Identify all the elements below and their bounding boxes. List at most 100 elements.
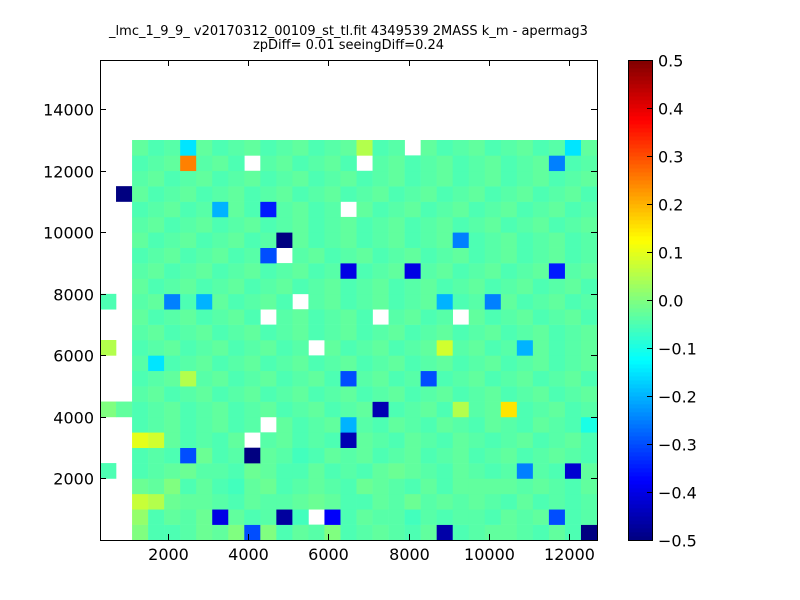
heatmap-cell (164, 293, 181, 310)
heatmap-cell (276, 201, 293, 218)
heatmap-cell (228, 370, 245, 387)
colorbar-segment (628, 156, 652, 161)
heatmap-cell (196, 293, 213, 310)
heatmap-cell (436, 493, 454, 510)
colorbar-segment (628, 424, 652, 429)
heatmap-cell (276, 370, 293, 387)
heatmap-cell (388, 186, 405, 202)
heatmap-cell (436, 524, 454, 541)
colorbar-segment (628, 304, 652, 309)
heatmap-cell (196, 370, 213, 387)
heatmap-cell (340, 432, 357, 448)
heatmap-cell (356, 247, 373, 264)
heatmap-cell (228, 263, 245, 279)
heatmap-cell (516, 355, 534, 372)
heatmap-cell (324, 478, 341, 495)
heatmap-cell (516, 170, 534, 187)
heatmap-cell (580, 216, 598, 233)
heatmap-cell (356, 170, 373, 187)
heatmap-cell (516, 278, 534, 295)
heatmap-cell (308, 386, 325, 402)
heatmap-cell (356, 340, 373, 356)
heatmap-cell (452, 386, 470, 402)
heatmap-cell (276, 324, 293, 341)
heatmap-cell (564, 263, 582, 279)
heatmap-cell (308, 370, 325, 387)
heatmap-cell (420, 370, 437, 387)
heatmap-cell (356, 401, 373, 418)
heatmap-cell (452, 216, 470, 233)
heatmap-cell (452, 247, 470, 264)
colorbar-segment (628, 132, 652, 137)
heatmap-cell (580, 155, 598, 172)
heatmap-cell (436, 447, 454, 464)
heatmap-cell (388, 463, 405, 479)
colorbar-segment (628, 92, 652, 97)
heatmap-cell (532, 293, 550, 310)
heatmap-cell (580, 247, 598, 264)
heatmap-cell (564, 232, 582, 248)
heatmap-cell (292, 447, 309, 464)
heatmap-cell (180, 493, 197, 510)
heatmap-cell (404, 216, 421, 233)
heatmap-cell (580, 509, 598, 525)
heatmap-cell (340, 478, 357, 495)
heatmap-cell (244, 216, 261, 233)
heatmap-cell (340, 524, 357, 541)
heatmap-cell (516, 186, 534, 202)
heatmap-cell (276, 309, 293, 325)
heatmap-cell (196, 216, 213, 233)
heatmap-cell (404, 247, 421, 264)
colorbar-segment (628, 524, 652, 529)
heatmap-cell (164, 355, 181, 372)
colorbar-segment (628, 192, 652, 197)
heatmap-cell (324, 386, 341, 402)
heatmap-cell (132, 386, 149, 402)
heatmap-cell (548, 355, 566, 372)
heatmap-cell (212, 201, 229, 218)
heatmap-cell (372, 293, 389, 310)
heatmap-cell (500, 201, 518, 218)
heatmap-cell (228, 216, 245, 233)
heatmap-cell (340, 232, 357, 248)
heatmap-cell (276, 216, 293, 233)
heatmap-cell (132, 463, 149, 479)
heatmap-cell (356, 416, 373, 433)
colorbar-segment (628, 292, 652, 297)
colorbar-tick-label: −0.2 (658, 388, 697, 407)
heatmap-cell (452, 509, 470, 525)
heatmap-cell (548, 309, 566, 325)
colorbar-segment (628, 296, 652, 301)
colorbar-segment (628, 352, 652, 357)
heatmap-cell (308, 447, 325, 464)
heatmap-cell (212, 493, 229, 510)
heatmap-cell (500, 247, 518, 264)
heatmap-cell (148, 155, 165, 172)
heatmap-cell (500, 493, 518, 510)
heatmap-cell (468, 463, 486, 479)
heatmap-cell (356, 309, 373, 325)
heatmap-cell (260, 293, 277, 310)
heatmap-cell (404, 493, 421, 510)
heatmap-cell (260, 463, 277, 479)
heatmap-cell (500, 370, 518, 387)
colorbar-segment (628, 388, 652, 393)
heatmap-cell (164, 186, 181, 202)
heatmap-cell (532, 401, 550, 418)
heatmap-cell (292, 416, 309, 433)
heatmap-cell (308, 201, 325, 218)
heatmap-cell (500, 386, 518, 402)
heatmap-cell (564, 524, 582, 541)
heatmap-cell (564, 170, 582, 187)
heatmap-cell (564, 463, 582, 479)
heatmap-cell (228, 493, 245, 510)
heatmap-cell (164, 278, 181, 295)
heatmap-cell (244, 263, 261, 279)
colorbar-segment (628, 180, 652, 185)
heatmap-cell (276, 432, 293, 448)
colorbar-segment (628, 108, 652, 113)
heatmap-cell (516, 309, 534, 325)
heatmap-cell (228, 509, 245, 525)
heatmap-cell (420, 232, 437, 248)
heatmap-cell (372, 401, 389, 418)
